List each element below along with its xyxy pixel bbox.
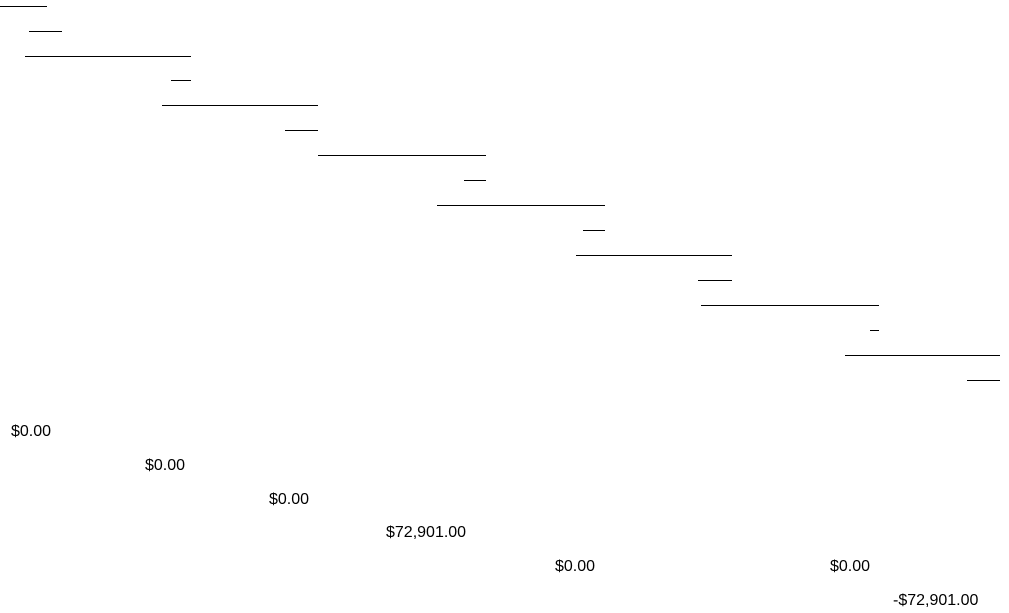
- underline-rule: [437, 205, 605, 206]
- underline-rule: [870, 330, 879, 331]
- underline-rule: [698, 280, 732, 281]
- underline-rule: [318, 155, 486, 156]
- underline-rule: [583, 230, 605, 231]
- amount-1: $0.00: [11, 423, 52, 440]
- underline-rule: [845, 355, 1000, 356]
- underline-rule: [0, 6, 47, 7]
- underline-rule: [967, 380, 1000, 381]
- underline-rule: [285, 130, 318, 131]
- underline-rule: [464, 180, 486, 181]
- underline-rule: [576, 255, 732, 256]
- amount-7: -$72,901.00: [893, 592, 979, 609]
- amount-3: $0.00: [269, 491, 310, 508]
- underline-rule: [701, 305, 879, 306]
- underline-rule: [162, 105, 318, 106]
- amount-5: $0.00: [555, 558, 596, 575]
- underline-rule: [29, 31, 62, 32]
- amount-2: $0.00: [145, 457, 186, 474]
- amount-4: $72,901.00: [386, 524, 467, 541]
- underline-rules: [0, 6, 1000, 381]
- amount-6: $0.00: [830, 558, 871, 575]
- underline-rule: [171, 80, 191, 81]
- underline-rule: [25, 56, 191, 57]
